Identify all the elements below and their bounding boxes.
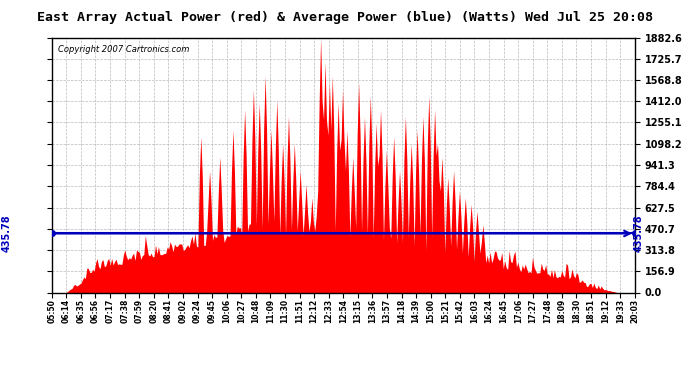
Text: Copyright 2007 Cartronics.com: Copyright 2007 Cartronics.com — [57, 45, 189, 54]
Text: East Array Actual Power (red) & Average Power (blue) (Watts) Wed Jul 25 20:08: East Array Actual Power (red) & Average … — [37, 11, 653, 24]
Text: 435.78: 435.78 — [2, 214, 12, 252]
Text: 435.78: 435.78 — [633, 214, 643, 252]
